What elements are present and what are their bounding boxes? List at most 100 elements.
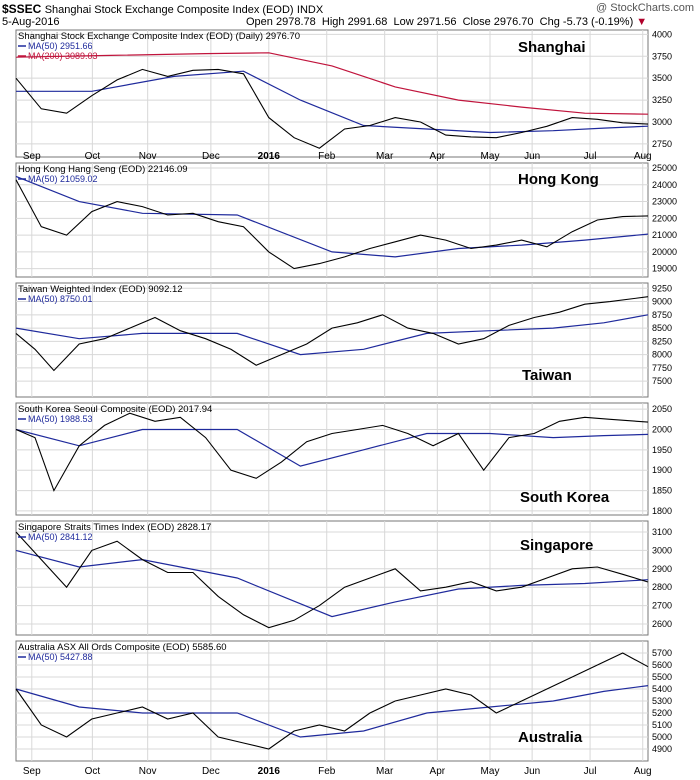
country-label: Taiwan	[522, 367, 572, 384]
y-tick-label: 7750	[652, 363, 672, 373]
panel-title: Shanghai Stock Exchange Composite Index …	[18, 31, 300, 42]
y-tick-label: 5100	[652, 720, 672, 730]
y-tick-label: 3750	[652, 51, 672, 61]
open-value: 2978.78	[275, 16, 316, 28]
y-tick-label: 2000	[652, 424, 672, 434]
chart-panel-4: 3100 3000 2900 2800 2700 2600 Singapore Strait…	[15, 520, 672, 636]
panel-title: Taiwan Weighted Index (EOD) 9092.12	[18, 284, 183, 295]
y-tick-label: 5700	[652, 648, 672, 658]
panel-title: South Korea Seoul Composite (EOD) 2017.9…	[18, 404, 212, 415]
y-tick-label: 1900	[652, 465, 672, 475]
y-tick-label: 2600	[652, 619, 672, 629]
x-tick-label: May	[481, 151, 500, 162]
x-tick-label: Sep	[23, 151, 41, 162]
open-label: Open	[246, 16, 273, 28]
x-tick-label: Aug	[634, 151, 652, 162]
x-tick-label: Apr	[430, 151, 446, 162]
low-value: 2971.56	[416, 16, 457, 28]
y-tick-label: 2050	[652, 404, 672, 414]
series-line-ma50	[15, 428, 649, 467]
y-tick-label: 22000	[652, 213, 677, 223]
x-tick-label: Nov	[139, 151, 157, 162]
x-tick-label: Dec	[202, 151, 220, 162]
y-tick-label: 1950	[652, 445, 672, 455]
chart-panel-0: 4000 3750 3500 3250 3000 2750 Shanghai Stock E…	[15, 29, 672, 158]
symbol: $SSEC	[2, 2, 42, 16]
close-label: Close	[462, 16, 491, 28]
x-tick-label: Jul	[584, 151, 597, 162]
legend-label: MA(50) 8750.01	[28, 294, 93, 304]
quote-values: Open 2978.78 High 2991.68 Low 2971.56 Cl…	[246, 16, 647, 28]
series-line-price	[15, 296, 649, 372]
country-label: Shanghai	[518, 39, 586, 56]
x-tick-label: Jun	[524, 766, 540, 777]
y-tick-label: 9250	[652, 283, 672, 293]
y-tick-label: 8250	[652, 336, 672, 346]
chart-panel-2: 9250 9000 8750 8500 8250 8000 7750 7500 Taiwan W…	[15, 282, 672, 398]
close-value: 2976.70	[493, 16, 534, 28]
y-tick-label: 3000	[652, 545, 672, 555]
high-value: 2991.68	[347, 16, 388, 28]
panel-frame	[15, 162, 649, 278]
symbol-title: $SSEC Shanghai Stock Exchange Composite …	[2, 2, 323, 16]
legend-label: MA(200) 3089.03	[28, 51, 98, 61]
y-tick-label: 1850	[652, 486, 672, 496]
y-tick-label: 5400	[652, 684, 672, 694]
y-tick-label: 8500	[652, 323, 672, 333]
country-label: Singapore	[520, 537, 593, 554]
watermark: @ StockCharts.com	[596, 2, 694, 14]
y-tick-label: 7500	[652, 376, 672, 386]
legend-label: MA(50) 21059.02	[28, 174, 98, 184]
x-tick-label: Apr	[430, 766, 446, 777]
series-line-ma50	[15, 549, 649, 618]
y-tick-label: 3100	[652, 527, 672, 537]
series-line-ma50	[16, 70, 649, 134]
x-tick-label: Mar	[376, 151, 394, 162]
y-tick-label: 19000	[652, 264, 677, 274]
y-tick-label: 2700	[652, 601, 672, 611]
y-tick-label: 4900	[652, 744, 672, 754]
y-tick-label: 5500	[652, 672, 672, 682]
x-tick-label: Sep	[23, 766, 41, 777]
x-tick-label: 2016	[258, 151, 281, 162]
y-tick-label: 5300	[652, 696, 672, 706]
series-line-ma200	[15, 52, 649, 115]
chart-panel-5: 5700 5600 5500 5400 5300 5200 5100 5000 4900 Aust…	[15, 640, 672, 762]
y-tick-label: 2800	[652, 582, 672, 592]
panel-title: Singapore Straits Times Index (EOD) 2828…	[18, 522, 211, 533]
x-tick-label: Dec	[202, 766, 220, 777]
series-line-price	[15, 531, 649, 629]
series-line-price	[15, 652, 649, 750]
y-tick-label: 2750	[652, 139, 672, 149]
panel-frame	[15, 29, 649, 158]
legend-label: MA(50) 2841.12	[28, 532, 93, 542]
x-tick-label: Oct	[85, 766, 101, 777]
y-tick-label: 21000	[652, 230, 677, 240]
y-tick-label: 8750	[652, 310, 672, 320]
chart-panel-3: 2050 2000 1950 1900 1850 1800 South Korea Seou…	[15, 402, 672, 516]
series-line-price	[15, 179, 649, 270]
y-tick-label: 5200	[652, 708, 672, 718]
legend-label: MA(50) 5427.88	[28, 652, 93, 662]
legend-label: MA(50) 2951.66	[28, 41, 93, 51]
x-tick-label: Feb	[318, 766, 336, 777]
y-tick-label: 8000	[652, 350, 672, 360]
x-tick-label: Feb	[318, 151, 336, 162]
y-tick-label: 23000	[652, 197, 677, 207]
country-label: Hong Kong	[518, 171, 599, 188]
symbol-name: Shanghai Stock Exchange Composite Index …	[44, 4, 294, 16]
chg-label: Chg	[539, 16, 560, 28]
low-label: Low	[393, 16, 414, 28]
y-tick-label: 25000	[652, 163, 677, 173]
series-line-ma50	[15, 314, 649, 356]
series-line-ma50	[15, 685, 649, 738]
y-tick-label: 24000	[652, 180, 677, 190]
x-tick-label: Jul	[584, 766, 597, 777]
y-tick-label: 3500	[652, 73, 672, 83]
y-tick-label: 3250	[652, 95, 672, 105]
x-tick-label: May	[481, 766, 500, 777]
x-tick-label: Nov	[139, 766, 157, 777]
y-tick-label: 3000	[652, 117, 672, 127]
x-tick-label: Oct	[85, 151, 101, 162]
x-tick-label: Mar	[376, 766, 394, 777]
